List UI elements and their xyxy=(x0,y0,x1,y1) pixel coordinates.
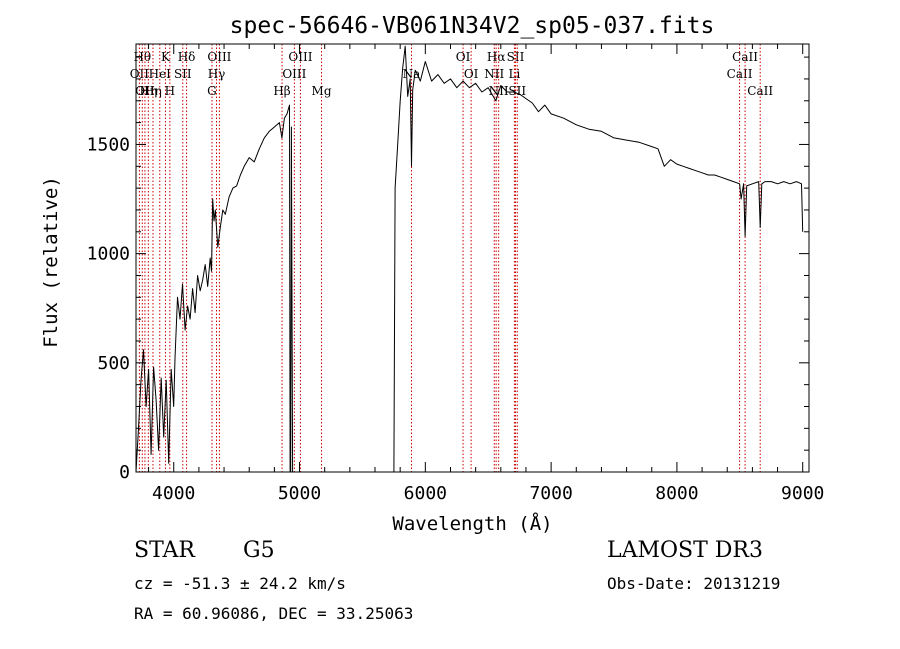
spectrum-line xyxy=(135,45,804,473)
object-class: STAR xyxy=(134,538,195,563)
object-subclass: G5 xyxy=(243,538,275,563)
line-label-4: Hη xyxy=(144,84,162,98)
line-label-15: OIII xyxy=(288,50,312,64)
y-tick-label-2: 1000 xyxy=(87,244,130,265)
y-axis-label: Flux (relative) xyxy=(40,176,62,348)
observation-date: Obs-Date: 20131219 xyxy=(607,574,781,593)
line-label-21: Hα xyxy=(487,50,506,64)
plot-frame xyxy=(135,43,810,473)
line-label-28: CaII xyxy=(747,84,773,98)
line-label-10: G xyxy=(207,84,217,98)
x-axis-label: Wavelength (Å) xyxy=(392,512,552,535)
line-label-23: Li xyxy=(508,67,520,81)
line-label-24: SII xyxy=(507,50,525,64)
y-tick-label-0: 0 xyxy=(119,462,130,483)
line-label-13: Hβ xyxy=(273,84,290,98)
survey-name: LAMOST DR3 xyxy=(607,538,763,563)
line-label-17: Na xyxy=(403,67,421,81)
emission-line-markers: OIIHθOIIHηHηHeIKHSIIHδGHγOIIIHβOIIIOIIIM… xyxy=(130,44,773,472)
spectrum-series xyxy=(135,45,804,473)
line-label-1: Hθ xyxy=(133,50,151,64)
line-label-5: HeI xyxy=(149,67,172,81)
line-label-7: H xyxy=(165,84,175,98)
line-label-0: OII xyxy=(130,67,150,81)
x-tick-label-0: 4000 xyxy=(152,483,195,504)
axis-ticks: 4000 5000 6000 7000 8000 9000 0 500 1000 1500 xyxy=(87,44,824,504)
line-label-9: Hδ xyxy=(178,50,196,64)
line-label-25: SII xyxy=(508,84,526,98)
chart-title: spec-56646-VB061N34V2_sp05-037.fits xyxy=(230,13,715,39)
y-tick-label-3: 1500 xyxy=(87,134,130,155)
line-label-27: CaII xyxy=(732,50,758,64)
line-label-16: Mg xyxy=(312,84,332,98)
sky-coordinates: RA = 60.96086, DEC = 33.25063 xyxy=(134,604,414,623)
line-label-18: OI xyxy=(456,50,471,64)
line-label-2: OII xyxy=(135,84,155,98)
line-label-6: K xyxy=(161,50,171,64)
line-label-12: OIII xyxy=(207,50,231,64)
line-label-8: SII xyxy=(174,67,192,81)
line-label-26: CaII xyxy=(727,67,753,81)
line-label-14: OIII xyxy=(282,67,306,81)
y-tick-label-1: 500 xyxy=(97,353,130,374)
line-label-11: Hγ xyxy=(208,67,226,81)
x-tick-label-4: 8000 xyxy=(655,483,698,504)
x-tick-label-5: 9000 xyxy=(781,483,824,504)
line-label-19: OI xyxy=(464,67,479,81)
x-tick-label-2: 6000 xyxy=(404,483,447,504)
x-tick-label-1: 5000 xyxy=(278,483,321,504)
x-tick-label-3: 7000 xyxy=(529,483,572,504)
line-label-20: NII xyxy=(484,67,504,81)
redshift-velocity: cz = -51.3 ± 24.2 km/s xyxy=(134,574,346,593)
